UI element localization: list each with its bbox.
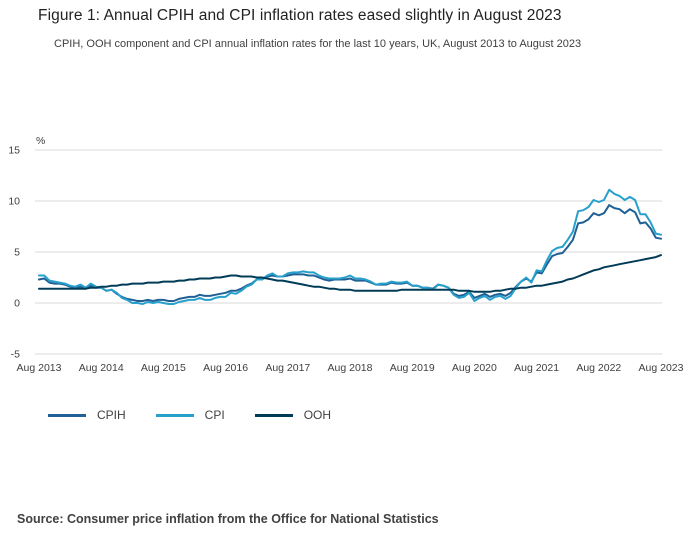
ooh-line-swatch (254, 413, 293, 417)
svg-text:Aug 2019: Aug 2019 (390, 362, 435, 374)
legend: CPIH CPI OOH (48, 408, 331, 422)
line-chart: -5 0 5 10 15% Aug 2013 Aug 2014 Aug 2015 Aug 201… (8, 135, 684, 374)
svg-text:%: % (36, 135, 45, 147)
legend-item-cpih: CPIH (48, 408, 126, 422)
svg-text:-5: -5 (11, 349, 20, 361)
svg-text:Aug 2023: Aug 2023 (639, 362, 684, 374)
svg-text:5: 5 (14, 247, 20, 259)
svg-text:Aug 2013: Aug 2013 (17, 362, 62, 374)
legend-label-ooh: OOH (303, 408, 332, 422)
svg-text:10: 10 (8, 196, 20, 208)
svg-text:Aug 2020: Aug 2020 (452, 362, 497, 374)
svg-text:Aug 2021: Aug 2021 (514, 362, 559, 374)
svg-text:Aug 2018: Aug 2018 (328, 362, 373, 374)
svg-text:0: 0 (14, 298, 20, 310)
svg-text:Aug 2022: Aug 2022 (576, 362, 621, 374)
legend-item-cpi: CPI (155, 408, 225, 422)
chart-subtitle: CPIH, OOH component and CPI annual infla… (54, 38, 582, 50)
legend-label-cpih: CPIH (97, 408, 126, 422)
svg-text:Aug 2017: Aug 2017 (265, 362, 310, 374)
legend-label-cpi: CPI (204, 408, 225, 422)
legend-item-ooh: OOH (254, 408, 332, 422)
svg-text:Aug 2014: Aug 2014 (79, 362, 124, 374)
source-note: Source: Consumer price inflation from th… (17, 512, 439, 526)
svg-text:15: 15 (8, 145, 20, 157)
cpi-line-swatch (155, 413, 194, 417)
svg-text:Aug 2015: Aug 2015 (141, 362, 186, 374)
svg-text:Aug 2016: Aug 2016 (203, 362, 248, 374)
chart-title: Figure 1: Annual CPIH and CPI inflation … (38, 7, 562, 24)
cpih-line-swatch (48, 413, 86, 417)
